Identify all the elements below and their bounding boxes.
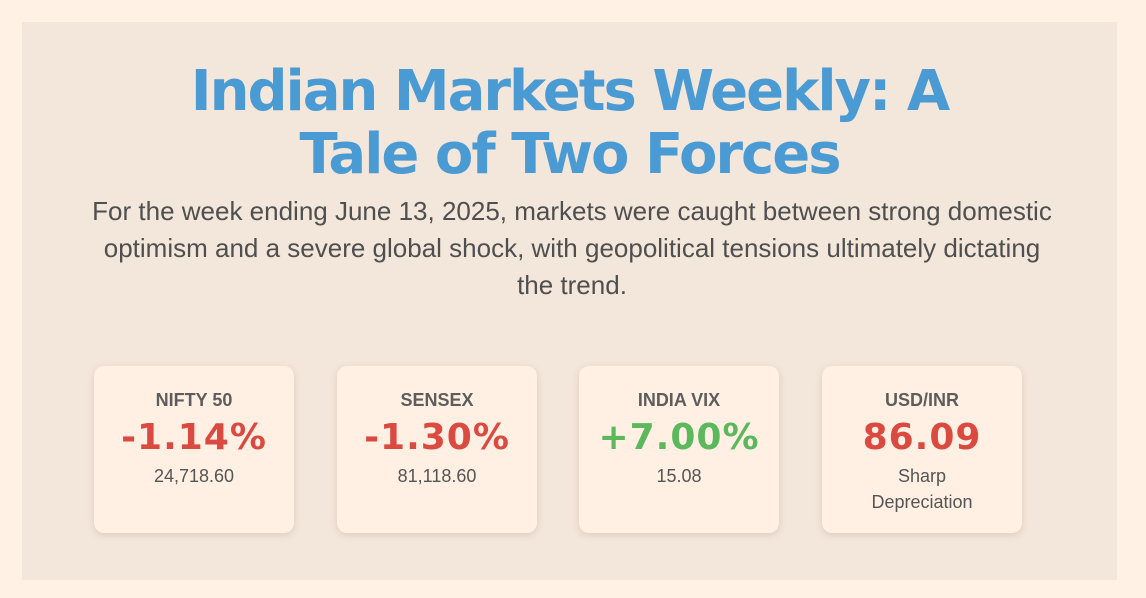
page-title: Indian Markets Weekly: A Tale of Two For…: [22, 60, 1117, 186]
metric-label: INDIA VIX: [637, 390, 721, 410]
metric-note: Sharp Depreciation: [871, 466, 973, 512]
metric-label: NIFTY 50: [155, 390, 233, 410]
metric-label: USD/INR: [884, 390, 959, 410]
metric-level: 15.08: [656, 466, 702, 486]
metric-card-india-vix: INDIA VIX +7.00% 15.08: [579, 366, 779, 533]
metric-card-usd-inr: USD/INR 86.09 Sharp Depreciation: [822, 366, 1022, 533]
metric-change: -1.14%: [121, 417, 267, 458]
metric-change: -1.30%: [364, 417, 510, 458]
metric-label: SENSEX: [400, 390, 474, 410]
metric-change: +7.00%: [598, 417, 760, 458]
metric-card-nifty-50: NIFTY 50 -1.14% 24,718.60: [94, 366, 294, 533]
metric-value: 86.09: [862, 417, 982, 458]
title-line-2: Tale of Two Forces: [299, 122, 841, 187]
page-subtitle: For the week ending June 13, 2025, marke…: [92, 196, 1052, 300]
title-line-1: Indian Markets Weekly: A: [190, 59, 951, 124]
metric-card-sensex: SENSEX -1.30% 81,118.60: [337, 366, 537, 533]
metric-level: 24,718.60: [153, 466, 235, 486]
content-panel: Indian Markets Weekly: A Tale of Two For…: [22, 22, 1117, 580]
metric-level: 81,118.60: [397, 466, 477, 486]
